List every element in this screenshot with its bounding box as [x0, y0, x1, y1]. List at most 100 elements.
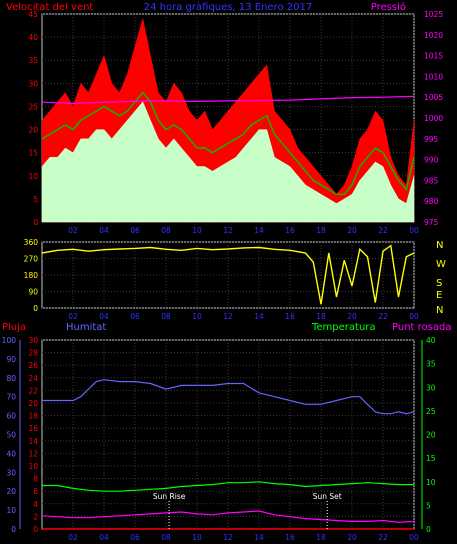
pressure-y-tick: 990: [424, 156, 439, 165]
humidity-title: Humitat: [66, 322, 106, 333]
climate-panel-x-tick: 04: [99, 533, 109, 542]
temperature-y-tick: 0: [426, 525, 431, 534]
wind-speed-title: Velocitat del vent: [6, 2, 93, 13]
pressure-line: [41, 95, 415, 105]
temperature-y-tick: 5: [426, 501, 431, 510]
wind-panel-x-tick: 04: [99, 226, 109, 235]
direction-panel-x-tick: 04: [99, 312, 109, 321]
direction-y-tick: 90: [28, 288, 38, 297]
wind-panel-x-tick: 18: [316, 226, 326, 235]
direction-panel-x-tick: 00: [409, 312, 419, 321]
tick-labels: 02 04 06 08 10 12 14 16 18 20 22 000510152025303540…: [2, 10, 444, 542]
temperature-y-tick: 30: [426, 383, 436, 392]
temperature-line: [42, 481, 414, 492]
wind-panel-x-tick: 12: [223, 226, 233, 235]
climate-panel-x-tick: 16: [285, 533, 295, 542]
compass-w: W: [436, 259, 446, 270]
direction-panel-x-tick: 22: [378, 312, 388, 321]
humidity-line: [42, 379, 415, 415]
dewpoint-title: Punt rosada: [392, 322, 451, 333]
wind-y-tick: 20: [28, 126, 38, 135]
direction-panel-x-tick: 10: [192, 312, 202, 321]
wind-panel-x-tick: 06: [130, 226, 140, 235]
compass-n-bottom: N: [436, 305, 443, 316]
rain-y-tick: 0: [33, 525, 38, 534]
temperature-title: Temperatura: [311, 322, 376, 333]
rain-y-tick: 10: [28, 462, 38, 471]
rain-y-tick: 14: [28, 437, 38, 446]
rain-y-tick: 30: [28, 336, 38, 345]
compass-n-top: N: [436, 240, 443, 251]
direction-y-tick: 270: [24, 255, 39, 264]
climate-panel-x-tick: 00: [409, 533, 419, 542]
wind-panel-x-tick: 14: [254, 226, 264, 235]
wind-mean-line: [41, 91, 415, 195]
pressure-y-tick: 980: [424, 197, 439, 206]
humidity-y-tick: 90: [6, 355, 16, 364]
humidity-y-tick: 10: [6, 506, 16, 515]
rain-y-tick: 2: [33, 512, 38, 521]
wind-panel-x-tick: 02: [68, 226, 78, 235]
rain-y-tick: 22: [28, 386, 38, 395]
direction-panel-x-tick: 18: [316, 312, 326, 321]
rain-y-tick: 18: [28, 412, 38, 421]
temperature-y-tick: 20: [426, 431, 436, 440]
rain-y-tick: 12: [28, 449, 38, 458]
temperature-y-tick: 40: [426, 336, 436, 345]
pressure-y-tick: 1010: [424, 72, 443, 81]
pressure-y-tick: 995: [424, 135, 439, 144]
wind-panel-x-tick: 22: [378, 226, 388, 235]
direction-panel-x-tick: 02: [68, 312, 78, 321]
rain-y-tick: 26: [28, 361, 38, 370]
wind-direction-line: [41, 244, 415, 305]
wind-y-tick: 40: [28, 33, 38, 42]
climate-panel-x-tick: 14: [254, 533, 264, 542]
direction-y-tick: 360: [24, 238, 39, 247]
wind-y-tick: 45: [28, 10, 38, 19]
rain-y-tick: 6: [33, 487, 38, 496]
rain-title: Pluja: [2, 322, 26, 333]
wind-avg-area: [41, 101, 415, 223]
climate-panel-x-tick: 22: [378, 533, 388, 542]
climate-panel-x-tick: 12: [223, 533, 233, 542]
direction-panel-x-tick: 08: [161, 312, 171, 321]
direction-panel-x-tick: 14: [254, 312, 264, 321]
chart-title: 24 hora gràfiques, 13 Enero 2017: [144, 1, 312, 13]
pressure-y-tick: 985: [424, 176, 439, 185]
direction-y-tick: 0: [33, 304, 38, 313]
compass-s: S: [436, 278, 442, 289]
wind-y-tick: 30: [28, 79, 38, 88]
climate-panel-x-tick: 10: [192, 533, 202, 542]
direction-y-tick: 180: [24, 271, 39, 280]
wind-y-tick: 10: [28, 172, 38, 181]
climate-panel-x-tick: 18: [316, 533, 326, 542]
rain-y-tick: 16: [28, 424, 38, 433]
temperature-y-tick: 35: [426, 360, 436, 369]
climate-panel-x-tick: 20: [347, 533, 357, 542]
humidity-y-tick: 40: [6, 449, 16, 458]
wind-y-tick: 5: [33, 195, 38, 204]
humidity-y-tick: 20: [6, 487, 16, 496]
pressure-y-tick: 1025: [424, 10, 443, 19]
pressure-y-tick: 1020: [424, 31, 443, 40]
climate-panel-x-tick: 02: [68, 533, 78, 542]
sunrise-label: Sun Rise: [153, 492, 186, 501]
humidity-y-tick: 0: [11, 525, 16, 534]
pressure-y-tick: 1015: [424, 52, 443, 61]
wind-panel-x-tick: 00: [409, 226, 419, 235]
climate-panel-x-tick: 06: [130, 533, 140, 542]
rain-y-tick: 20: [28, 399, 38, 408]
wind-y-tick: 35: [28, 56, 38, 65]
wind-panel-x-tick: 08: [161, 226, 171, 235]
pressure-title: Pressió: [371, 1, 406, 13]
humidity-y-tick: 80: [6, 374, 16, 383]
rain-y-tick: 8: [33, 475, 38, 484]
rain-y-tick: 28: [28, 349, 38, 358]
direction-panel-x-tick: 20: [347, 312, 357, 321]
wind-y-tick: 25: [28, 102, 38, 111]
humidity-y-tick: 50: [6, 431, 16, 440]
direction-panel-x-tick: 12: [223, 312, 233, 321]
series-layer: [41, 18, 415, 530]
compass-e: E: [436, 290, 442, 301]
